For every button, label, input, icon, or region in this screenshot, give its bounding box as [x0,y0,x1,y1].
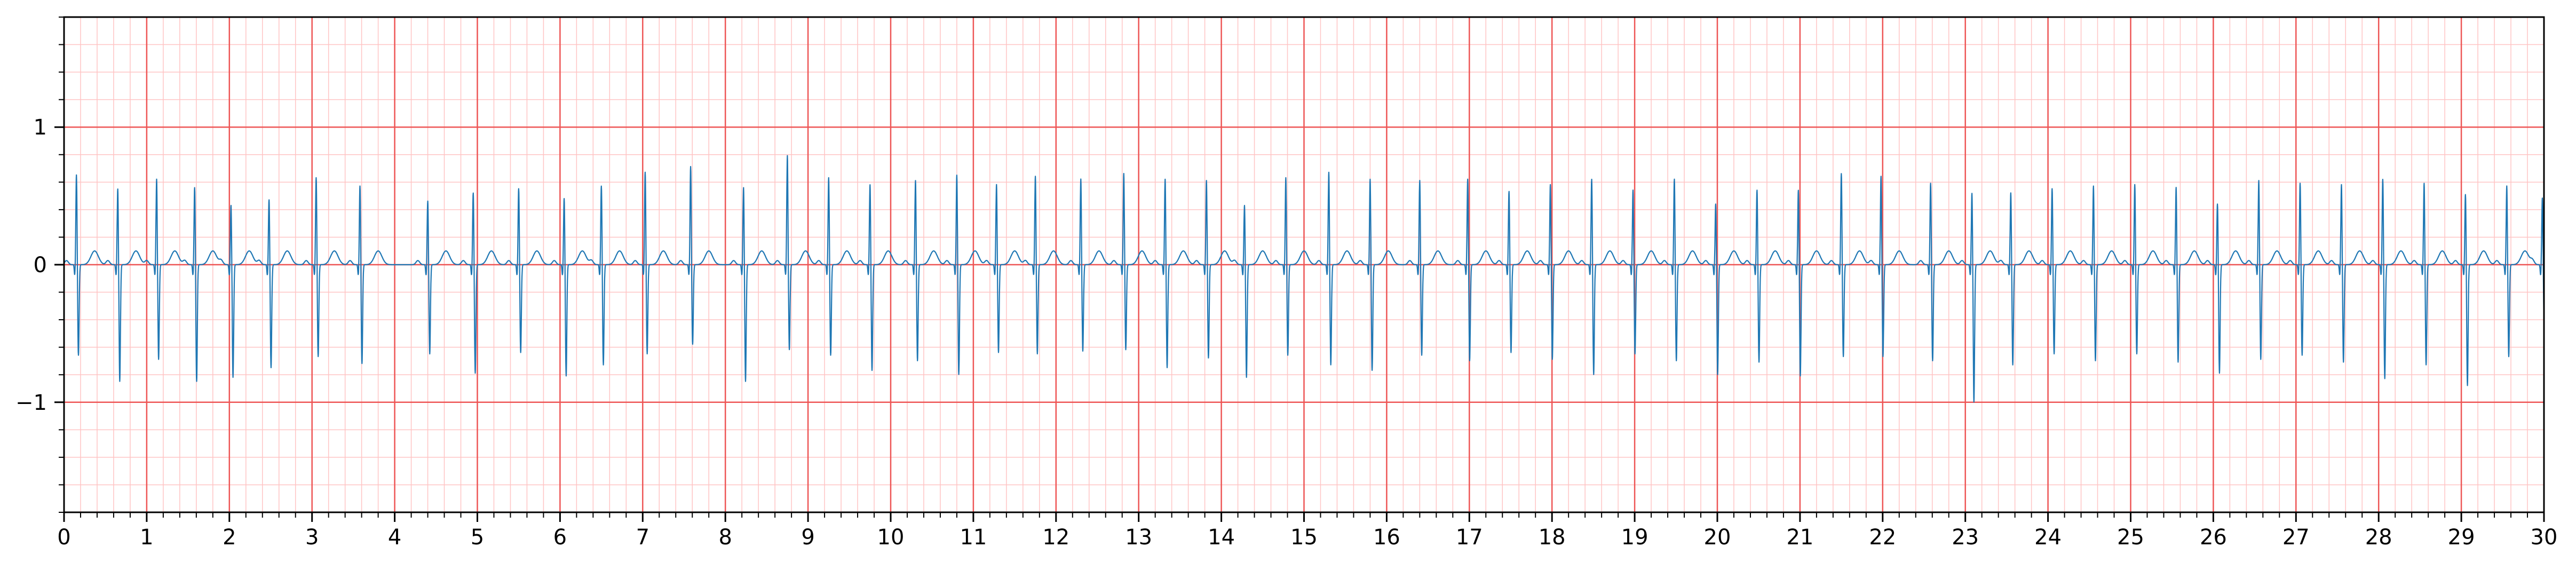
x-tick-label: 13 [1125,525,1152,550]
y-tick-label: 1 [34,115,47,140]
x-tick-label: 5 [471,525,484,550]
x-tick-label: 25 [2117,525,2144,550]
x-tick-label: 23 [1952,525,1979,550]
x-tick-label: 28 [2365,525,2392,550]
x-tick-label: 8 [718,525,732,550]
x-tick-label: 21 [1786,525,1813,550]
x-tick-label: 17 [1456,525,1483,550]
x-tick-label: 30 [2531,525,2558,550]
x-tick-label: 15 [1290,525,1318,550]
y-axis: −1 0 1 [15,17,64,513]
x-tick-label: 22 [1869,525,1896,550]
x-tick-label: 29 [2448,525,2475,550]
y-tick-label: −1 [15,391,47,415]
x-tick-label: 16 [1373,525,1400,550]
y-tick-label: 0 [34,253,47,277]
x-tick-label: 27 [2282,525,2310,550]
x-tick-label: 4 [388,525,401,550]
x-tick-label: 19 [1621,525,1648,550]
x-tick-label: 0 [57,525,70,550]
x-tick-label: 11 [960,525,987,550]
x-tick-label: 9 [801,525,814,550]
x-tick-label: 3 [305,525,319,550]
x-tick-label: 12 [1042,525,1069,550]
x-tick-label: 7 [636,525,649,550]
ecg-trace [64,155,2545,403]
x-tick-label: 26 [2200,525,2227,550]
x-tick-label: 6 [553,525,567,550]
x-tick-label: 2 [223,525,236,550]
x-tick-label: 18 [1539,525,1566,550]
x-tick-label: 14 [1208,525,1235,550]
ecg-series-line [64,155,2545,403]
x-axis: 0 1 2 3 4 5 6 7 8 9 10 11 12 13 14 15 16 17 18 19 20 21 22 23 24… [57,512,2557,550]
x-tick-label: 10 [877,525,905,550]
x-tick-label: 24 [2034,525,2062,550]
x-tick-label: 20 [1704,525,1731,550]
x-tick-label: 1 [140,525,153,550]
